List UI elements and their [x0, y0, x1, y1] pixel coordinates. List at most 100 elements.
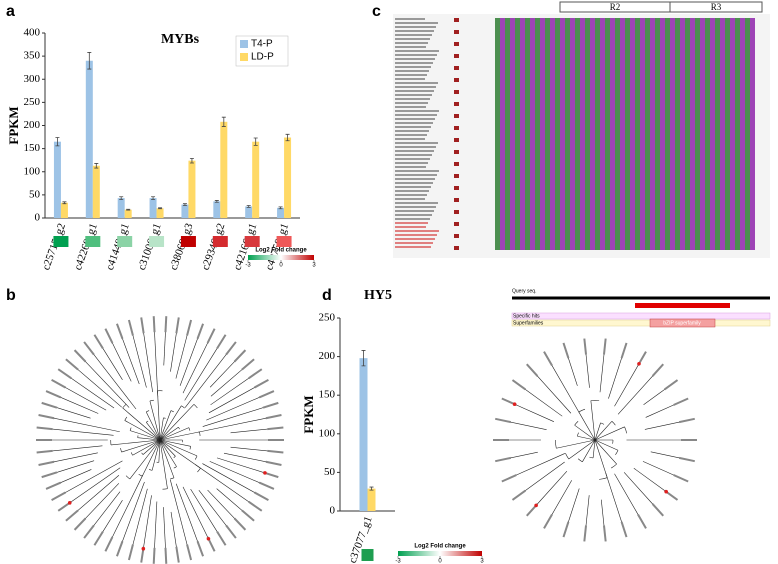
leaf-label	[38, 414, 55, 420]
branch	[170, 479, 189, 549]
clade	[159, 439, 198, 460]
alignment-row-label	[395, 154, 432, 156]
highlight	[512, 402, 517, 407]
branch	[170, 329, 178, 372]
error-bar	[361, 350, 366, 367]
alignment-column	[560, 18, 565, 250]
leaf-label	[115, 540, 124, 557]
clade	[159, 439, 192, 450]
heatmap-cell	[244, 236, 260, 247]
legend-swatch	[240, 53, 248, 61]
leaf-label	[175, 546, 180, 563]
branch	[131, 331, 147, 388]
alignment-column	[745, 18, 750, 250]
y-tick-label: 250	[319, 312, 336, 324]
branch	[209, 461, 264, 485]
alignment-row-label	[395, 246, 431, 248]
branch	[163, 507, 166, 552]
error-bar	[369, 486, 374, 491]
error-bar	[214, 200, 219, 203]
branch	[209, 358, 238, 388]
leaf-label	[36, 439, 52, 441]
y-tick-label: 0	[330, 505, 336, 517]
branch	[50, 452, 98, 463]
branch	[56, 395, 99, 414]
branch	[207, 489, 238, 522]
colorbar	[248, 255, 314, 260]
clade	[578, 408, 596, 441]
alignment-row-label	[395, 42, 428, 44]
branch	[120, 334, 140, 385]
leaf-label	[83, 524, 95, 539]
leaf-label	[140, 317, 145, 334]
leaf-label	[262, 401, 279, 409]
branch	[623, 472, 656, 508]
leaf-label	[681, 439, 697, 441]
alignment-column	[620, 18, 625, 250]
alignment-column	[730, 18, 735, 250]
domain-label: Query seq.	[512, 288, 536, 294]
clade	[565, 439, 596, 460]
y-tick-label: 250	[24, 96, 41, 108]
highlight	[664, 489, 668, 494]
leaf-label	[526, 363, 539, 377]
branch	[202, 406, 267, 427]
leaf-label	[253, 378, 269, 389]
clade	[110, 439, 161, 446]
bar	[188, 160, 196, 218]
alignment-row-label	[395, 166, 426, 168]
error-bar	[119, 196, 124, 200]
superfamily-bar	[649, 318, 716, 328]
clade	[555, 439, 596, 449]
branch	[216, 488, 246, 514]
leaf-label	[175, 317, 180, 334]
branch	[645, 403, 678, 418]
error-bar	[285, 133, 290, 142]
y-tick-label: 100	[319, 427, 336, 439]
domain-label: Superfamilies	[513, 320, 544, 326]
alignment-mark	[454, 222, 459, 226]
error-bar	[55, 137, 60, 147]
legend-swatch	[240, 40, 248, 48]
clade	[594, 426, 627, 441]
leaf-label	[265, 460, 282, 466]
alignment-mark	[454, 42, 459, 46]
leaf-label	[127, 544, 134, 561]
clade	[145, 410, 161, 441]
leaf-label	[41, 471, 58, 479]
leaf-label	[115, 323, 124, 340]
branch	[512, 403, 555, 422]
highlight	[206, 536, 211, 541]
alignment-column	[595, 18, 600, 250]
alignment-row-label	[395, 38, 430, 40]
alignment-mark	[454, 198, 459, 202]
alignment-mark	[454, 234, 459, 238]
leaf-label	[164, 547, 168, 564]
clade	[149, 439, 161, 471]
clade	[589, 439, 596, 459]
alignment-column	[585, 18, 590, 250]
clade	[159, 439, 168, 490]
alignment-row-label	[395, 18, 425, 20]
branch	[184, 344, 220, 401]
alignment-mark	[454, 138, 459, 142]
domain-label: Specific hits	[513, 313, 540, 319]
y-tick-label: 200	[319, 350, 336, 362]
colorbar-tick-label: 3	[480, 559, 484, 564]
branch	[53, 460, 95, 474]
leaf-label	[663, 379, 679, 391]
alignment-row-label	[395, 126, 431, 128]
branch	[206, 395, 264, 421]
leaf-label	[501, 474, 517, 483]
leaf-label	[45, 390, 62, 399]
region-box	[669, 1, 763, 13]
alignment-row-label	[395, 30, 434, 32]
alignment-column	[510, 18, 515, 250]
branch	[506, 420, 547, 431]
leaf-label	[562, 342, 570, 359]
alignment-column	[515, 18, 520, 250]
alignment-row-label	[395, 214, 432, 216]
clade	[577, 432, 596, 441]
alignment-column	[555, 18, 560, 250]
alignment-mark	[454, 114, 459, 118]
